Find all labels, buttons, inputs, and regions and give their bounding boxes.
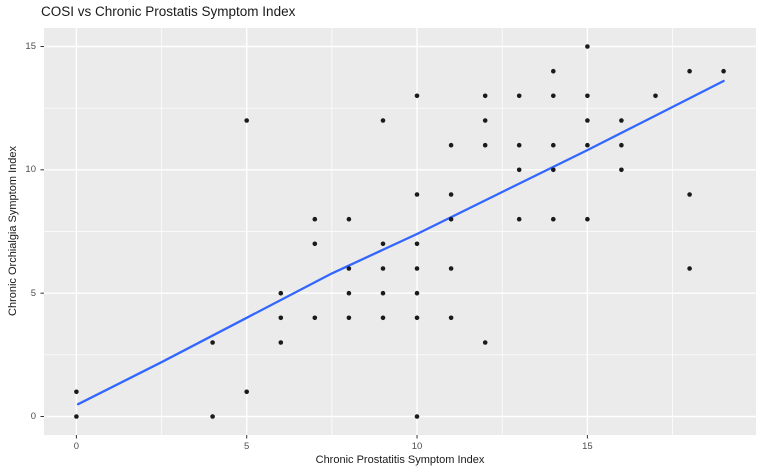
data-point <box>448 192 454 197</box>
data-point <box>210 414 215 419</box>
chart-title: COSI vs Chronic Prostatis Symptom Index <box>41 4 296 19</box>
x-tick-label: 0 <box>73 441 80 452</box>
x-tick-label: 10 <box>411 441 423 452</box>
data-point <box>414 93 420 99</box>
data-point <box>414 266 420 271</box>
data-point <box>585 216 590 222</box>
data-point <box>551 216 556 222</box>
data-point <box>380 315 386 321</box>
data-point <box>687 68 692 74</box>
data-point <box>278 340 284 345</box>
data-point <box>448 266 454 271</box>
data-point <box>516 216 522 222</box>
data-point <box>380 241 386 247</box>
trend-line <box>76 79 725 406</box>
data-point <box>482 93 488 99</box>
data-point <box>551 167 556 173</box>
data-point <box>380 290 386 296</box>
data-point <box>346 216 352 222</box>
data-point <box>380 118 386 123</box>
data-point <box>619 167 624 173</box>
data-point <box>312 216 318 222</box>
data-point <box>551 93 556 99</box>
data-point <box>414 414 420 419</box>
data-point <box>516 142 522 148</box>
data-point <box>482 340 488 345</box>
data-point <box>414 290 420 296</box>
data-point <box>585 142 590 148</box>
data-point <box>585 93 590 99</box>
data-point <box>278 290 284 296</box>
data-point <box>482 118 488 123</box>
data-point <box>585 118 590 123</box>
data-point <box>346 315 352 321</box>
y-tick-label: 10 <box>25 164 36 176</box>
data-point <box>312 315 318 321</box>
data-point <box>414 192 420 197</box>
data-point <box>482 142 488 148</box>
y-tick-label: 5 <box>30 287 36 299</box>
data-point <box>244 118 249 123</box>
data-point <box>210 340 215 345</box>
data-point <box>380 266 386 271</box>
data-point <box>721 68 726 74</box>
y-axis-title: Chronic Orchialgia Symptom Index <box>7 146 19 316</box>
data-point <box>448 216 454 222</box>
data-point <box>687 192 692 197</box>
data-point <box>244 389 249 395</box>
x-axis-title: Chronic Prostatitis Symptom Index <box>315 454 485 466</box>
data-point <box>312 241 318 247</box>
data-point <box>74 389 79 395</box>
y-tick-label: 0 <box>30 411 36 422</box>
data-point <box>516 167 522 173</box>
data-point <box>516 93 522 99</box>
x-tick-label: 5 <box>244 441 250 452</box>
x-tick-label: 15 <box>582 441 593 452</box>
data-point <box>74 414 79 419</box>
data-point <box>687 266 692 271</box>
data-point <box>551 142 556 148</box>
data-point <box>346 290 352 296</box>
data-point <box>551 68 556 74</box>
data-point <box>448 315 454 321</box>
data-point <box>585 44 590 49</box>
data-point <box>448 142 454 148</box>
data-point <box>346 266 352 271</box>
data-point <box>653 93 658 99</box>
data-point <box>619 142 624 148</box>
data-point <box>278 315 284 321</box>
y-tick-label: 15 <box>25 41 36 52</box>
data-point <box>414 315 420 321</box>
data-point <box>619 118 624 123</box>
data-point <box>414 241 420 247</box>
